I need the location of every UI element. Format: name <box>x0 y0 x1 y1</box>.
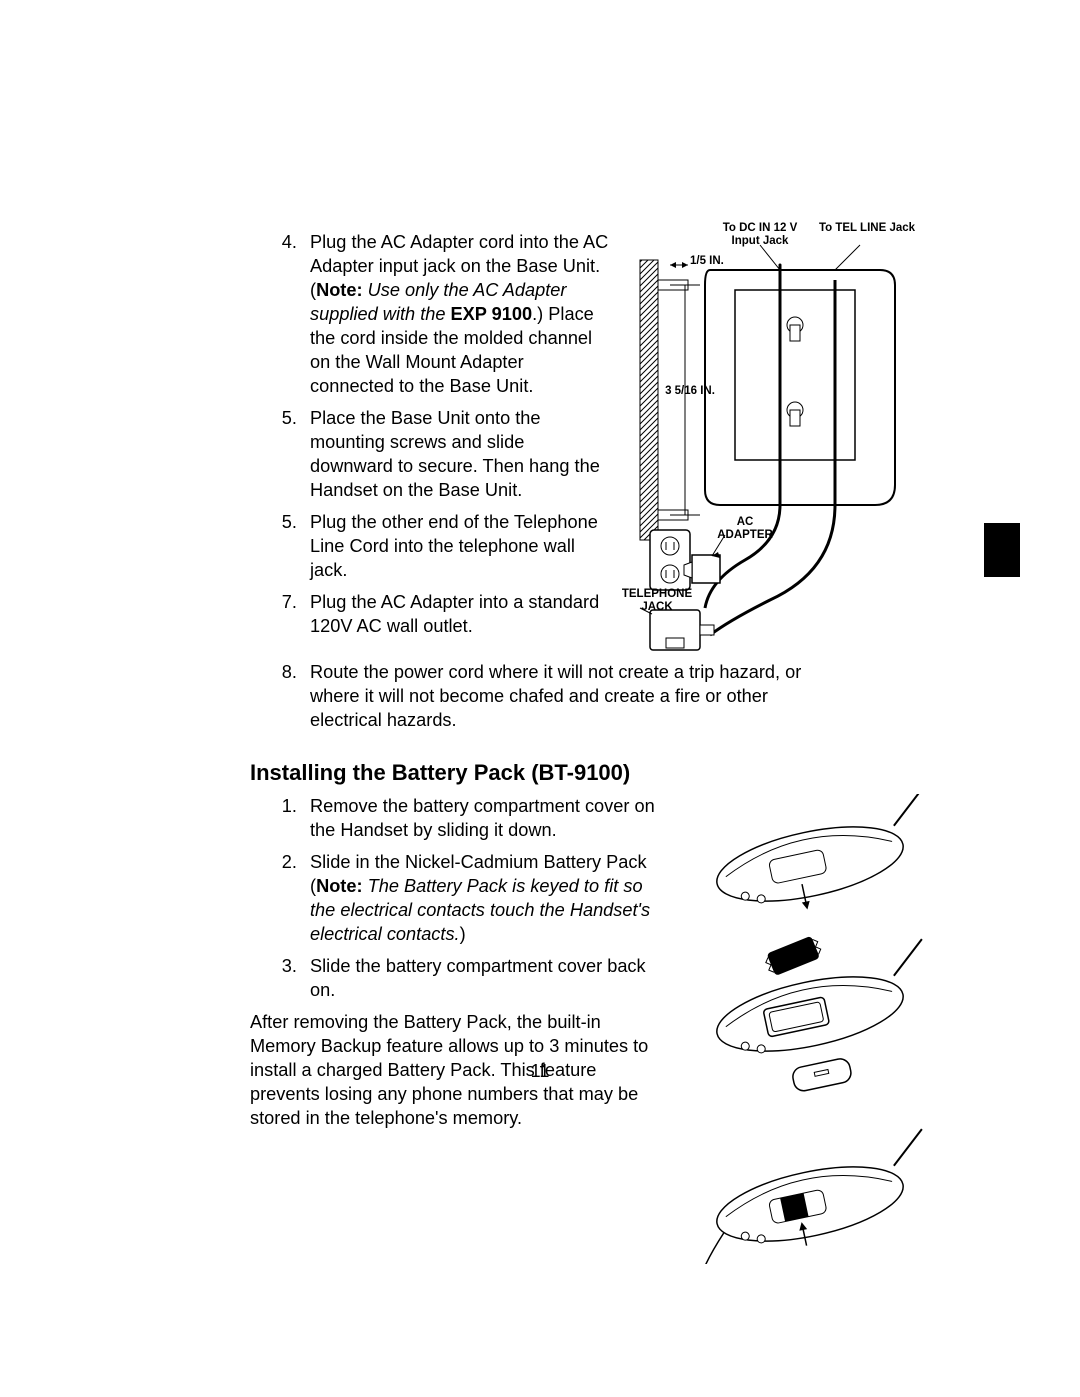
step-5b: Plug the other end of the Telephone Line… <box>302 510 610 582</box>
label-telephone-jack: TELEPHONE JACK <box>612 588 702 613</box>
bstep-2: Slide in the Nickel-Cadmium Battery Pack… <box>302 850 670 946</box>
label-one-fifth: 1/5 IN. <box>690 255 724 268</box>
edge-tab <box>984 523 1020 577</box>
page-number: 11 <box>0 1061 1080 1082</box>
wall-mount-diagram: To DC IN 12 V Input Jack To TEL LINE Jac… <box>630 230 830 660</box>
b2-post: ) <box>460 924 466 944</box>
step-7: Plug the AC Adapter into a standard 120V… <box>302 590 610 638</box>
battery-text-col: Remove the battery compartment cover on … <box>250 794 670 1254</box>
label-three-five: 3 5/16 IN. <box>660 385 720 398</box>
install-steps-full: Route the power cord where it will not c… <box>250 660 830 732</box>
manual-page: Plug the AC Adapter cord into the AC Ada… <box>0 0 1080 1397</box>
label-tel-line: To TEL LINE Jack <box>812 222 922 235</box>
battery-heading: Installing the Battery Pack (BT-9100) <box>250 760 830 786</box>
step4-model: EXP 9100 <box>451 304 533 324</box>
battery-row: Remove the battery compartment cover on … <box>250 794 830 1254</box>
instructions-col-1: Plug the AC Adapter cord into the AC Ada… <box>250 230 610 660</box>
step4-note: Note: <box>316 280 362 300</box>
bstep-1: Remove the battery compartment cover on … <box>302 794 670 842</box>
step-8: Route the power cord where it will not c… <box>302 660 830 732</box>
battery-steps: Remove the battery compartment cover on … <box>250 794 670 1002</box>
install-steps-partial: Plug the AC Adapter cord into the AC Ada… <box>250 230 610 638</box>
full-width-step: Route the power cord where it will not c… <box>250 660 830 732</box>
label-ac-adapter: AC ADAPTER <box>710 516 780 541</box>
label-dc-in: To DC IN 12 V Input Jack <box>710 222 810 247</box>
bstep-3: Slide the battery compartment cover back… <box>302 954 670 1002</box>
b2-note: Note: <box>316 876 362 896</box>
step-4: Plug the AC Adapter cord into the AC Ada… <box>302 230 610 398</box>
top-row: Plug the AC Adapter cord into the AC Ada… <box>250 230 830 660</box>
step-5a: Place the Base Unit onto the mounting sc… <box>302 406 610 502</box>
handset-diagram <box>690 794 830 1254</box>
